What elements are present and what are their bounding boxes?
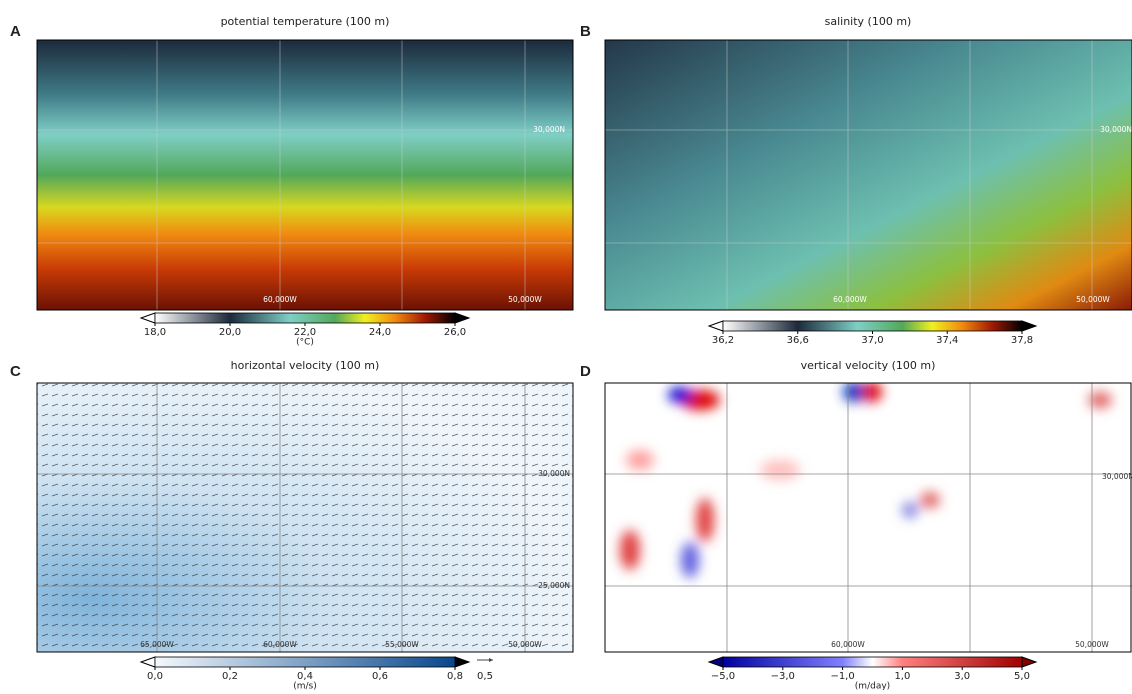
map-field <box>37 40 573 310</box>
panel-title: vertical velocity (100 m) <box>801 359 936 372</box>
grid-label: 25,000N <box>538 581 570 590</box>
colorbar <box>154 312 456 324</box>
colorbar-units: (m/s) <box>293 682 317 691</box>
panel-letter: D <box>580 363 591 380</box>
colorbar-extend <box>707 656 724 668</box>
colorbar-tick-label: 0,4 <box>297 671 313 682</box>
colorbar-tick-label: 26,0 <box>444 327 466 338</box>
colorbar-tick-label: 5,0 <box>1014 671 1030 682</box>
colorbar-tick-label: 20,0 <box>219 327 241 338</box>
colorbar-tick-label: 0,2 <box>222 671 238 682</box>
colorbar-tick-label: 36,2 <box>712 335 734 346</box>
graticule <box>37 40 1132 652</box>
panel-title: salinity (100 m) <box>825 15 912 28</box>
colorbar-tick-label: 0,0 <box>147 671 163 682</box>
colorbar-extend <box>1021 656 1038 668</box>
colorbar-tick-label: −1,0 <box>830 671 854 682</box>
reference-arrow-head <box>489 658 493 662</box>
colorbar-tick-label: 1,0 <box>894 671 910 682</box>
grid-label: 65,000W <box>140 640 174 649</box>
colorbar-tick-label: 3,0 <box>954 671 970 682</box>
colorbar-tick-label: −5,0 <box>711 671 735 682</box>
panel-title: potential temperature (100 m) <box>221 15 390 28</box>
colorbar <box>154 656 456 668</box>
velocity-arrows <box>37 383 573 652</box>
colorbar-extend <box>139 312 156 324</box>
panel-letter: B <box>580 23 591 40</box>
colorbar <box>722 320 1023 332</box>
colorbar-tick-label: 0,8 <box>447 671 463 682</box>
colorbar-tick-label: 36,6 <box>787 335 809 346</box>
frames <box>36 39 1132 653</box>
grid-label: 55,000W <box>385 640 419 649</box>
grid-label: 30,000N <box>1100 125 1132 134</box>
grid-label: 30,000N <box>538 469 570 478</box>
colorbar-units: (m/day) <box>855 682 890 691</box>
grid-label: 50,000W <box>508 295 542 304</box>
colorbar <box>722 656 1023 668</box>
colorbar-extend <box>454 656 471 668</box>
grid-label: 50,000W <box>508 640 542 649</box>
colorbar-tick-label: 24,0 <box>369 327 391 338</box>
colorbar-tick-label: 37,0 <box>861 335 883 346</box>
grid-label: 50,000W <box>1076 295 1110 304</box>
panel-title: horizontal velocity (100 m) <box>231 359 380 372</box>
colorbar-extend <box>1021 320 1038 332</box>
grid-label: 60,000W <box>833 295 867 304</box>
grid-label: 60,000W <box>263 640 297 649</box>
grid-label: 30,000N <box>1102 472 1132 481</box>
colorbar-tick-label: 0,6 <box>372 671 388 682</box>
colorbar-extend <box>707 320 724 332</box>
panel-letter: C <box>10 363 21 380</box>
grid-label: 30,000N <box>533 125 565 134</box>
colorbar-tick-label: 18,0 <box>144 327 166 338</box>
colorbar-tick-label: 37,4 <box>936 335 958 346</box>
map-field <box>605 383 1132 652</box>
colorbar-tick-label: −3,0 <box>771 671 795 682</box>
colorbar-extend <box>454 312 471 324</box>
panel-letter: A <box>10 23 21 40</box>
colorbar-tick-label: 22,0 <box>294 327 316 338</box>
colorbar-tick-label: 37,8 <box>1011 335 1033 346</box>
colorbar-extend <box>139 656 156 668</box>
grid-label: 60,000W <box>831 640 865 649</box>
velocity-blobs <box>620 383 1112 578</box>
map-field <box>605 40 1132 310</box>
reference-vector-label: 0,5 <box>477 671 493 682</box>
colorbar-units: (°C) <box>296 338 314 348</box>
grid-label: 50,000W <box>1075 640 1109 649</box>
grid-label: 60,000W <box>263 295 297 304</box>
